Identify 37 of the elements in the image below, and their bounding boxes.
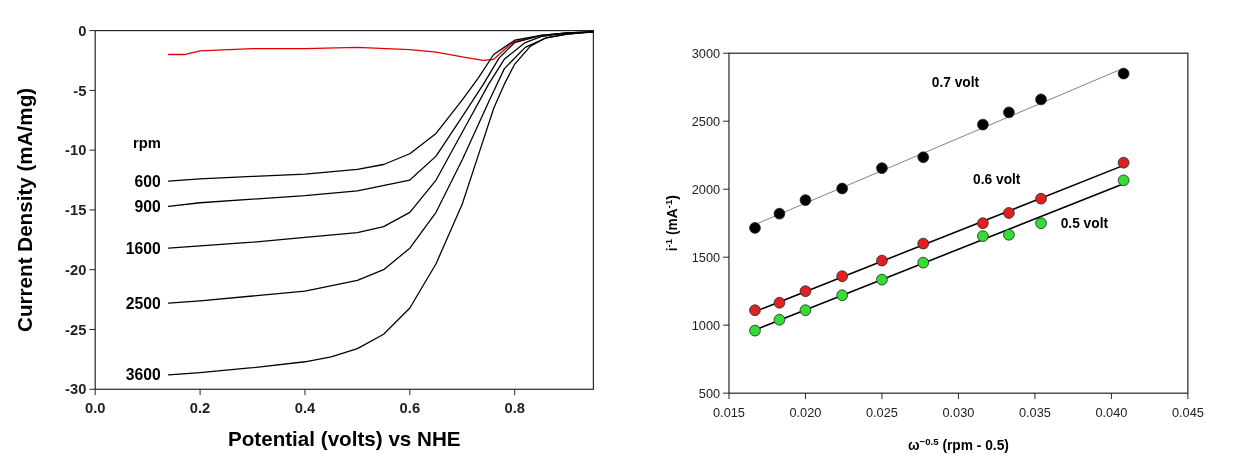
x-tick-label: 0.040	[1095, 404, 1128, 420]
y-tick-label: 2000	[691, 181, 721, 197]
series-label: 600	[134, 172, 162, 190]
y-tick-label: 0	[78, 22, 87, 39]
series-label: 1600	[125, 239, 162, 257]
x-tick-label: 0.045	[1171, 404, 1204, 420]
series-label: 3600	[125, 366, 162, 384]
y-tick-label: -15	[65, 202, 87, 219]
x-tick-label: 0.8	[504, 399, 525, 416]
x-axis-title: Potential (volts) vs NHE	[227, 427, 461, 451]
y-tick-label: -5	[73, 82, 87, 99]
x-tick-label: 0.6	[399, 399, 421, 416]
y-axis-title: Current Density (mA/mg)	[13, 87, 37, 332]
y-tick-label: -25	[65, 321, 87, 338]
annotation: rpm	[132, 134, 161, 151]
y-tick-label: -30	[65, 381, 87, 398]
x-tick-label: 0.030	[942, 404, 975, 420]
x-tick-label: 0.035	[1018, 404, 1051, 420]
series-label: 0.6 volt	[973, 171, 1021, 187]
series-label: 0.5 volt	[1060, 216, 1109, 232]
y-tick-label: 3000	[691, 45, 721, 61]
y-tick-label: -20	[65, 261, 87, 278]
y-tick-label: -10	[65, 142, 87, 159]
x-tick-label: 0.020	[789, 404, 822, 420]
x-tick-label: 0.2	[189, 399, 211, 416]
x-axis-title: ω$^{−0.5}$ (rpm - 0.5)	[907, 435, 1009, 454]
y-tick-label: 1000	[691, 317, 721, 333]
x-tick-label: 0.4	[294, 399, 316, 416]
series-label: 900	[134, 197, 162, 215]
text: 0.7 volt	[931, 75, 980, 91]
x-tick-label: 0.015	[713, 404, 745, 420]
y-tick-label: 500	[698, 385, 721, 401]
x-tick-label: 0.0	[84, 399, 106, 416]
series-label: 2500	[125, 294, 162, 312]
x-tick-label: 0.025	[865, 404, 898, 420]
y-tick-label: 2500	[691, 113, 721, 129]
y-tick-label: 1500	[691, 249, 721, 265]
